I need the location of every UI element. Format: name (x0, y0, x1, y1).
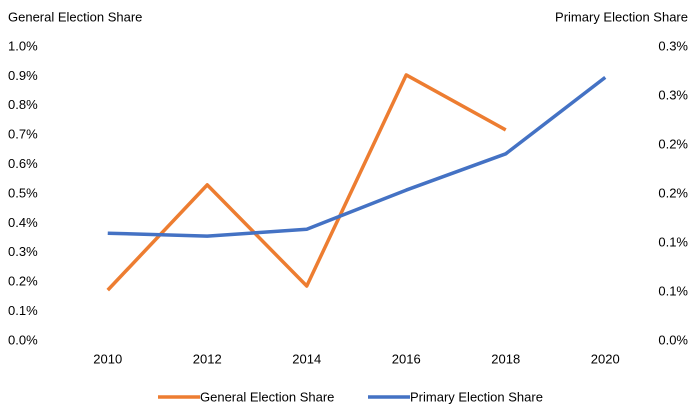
x-tick-label: 2018 (491, 351, 520, 366)
y2-tick-label: 0.3% (658, 87, 688, 102)
y-tick-label: 1.0% (8, 38, 38, 53)
y-tick-label: 0.7% (8, 127, 38, 142)
x-tick-label: 2010 (93, 351, 122, 366)
y-tick-label: 0.6% (8, 156, 38, 171)
x-tick-label: 2014 (292, 351, 321, 366)
y-tick-label: 0.4% (8, 215, 38, 230)
y-tick-label: 0.5% (8, 185, 38, 200)
y-tick-label: 0.3% (8, 244, 38, 259)
x-tick-label: 2012 (193, 351, 222, 366)
series-line (107, 75, 607, 238)
y2-tick-label: 0.0% (658, 332, 688, 347)
legend-label: General Election Share (200, 389, 334, 404)
y2-tick-label: 0.3% (658, 38, 688, 53)
y-tick-label: 0.8% (8, 97, 38, 112)
y-tick-label: 0.9% (8, 68, 38, 83)
y2-axis-title: Primary Election Share (555, 9, 688, 24)
y-tick-label: 0.1% (8, 303, 38, 318)
y2-tick-label: 0.1% (658, 283, 688, 298)
y2-tick-label: 0.1% (658, 234, 688, 249)
y-axis-title: General Election Share (8, 9, 142, 24)
y-tick-label: 0.2% (8, 274, 38, 289)
y2-tick-label: 0.2% (658, 136, 688, 151)
y2-tick-label: 0.2% (658, 185, 688, 200)
legend-label: Primary Election Share (410, 389, 543, 404)
x-tick-label: 2020 (591, 351, 620, 366)
series-line (106, 73, 507, 292)
x-tick-label: 2016 (392, 351, 421, 366)
y-tick-label: 0.0% (8, 332, 38, 347)
